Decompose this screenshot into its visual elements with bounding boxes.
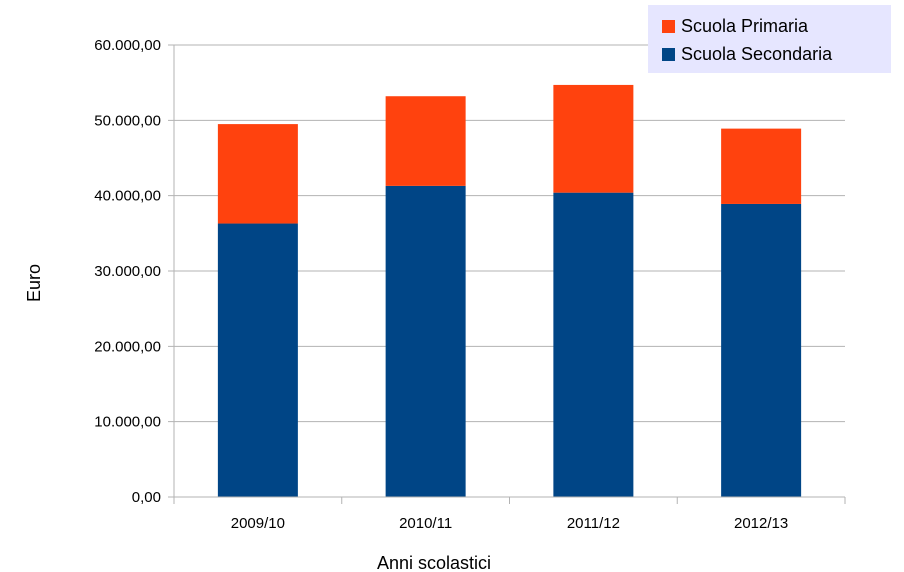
x-tick-label: 2009/10: [231, 515, 285, 532]
legend-item-secondaria: Scuola Secondaria: [662, 42, 832, 66]
x-axis-title: Anni scolastici: [377, 553, 491, 572]
y-axis-title: Euro: [24, 264, 44, 302]
x-tick-label: 2011/12: [567, 515, 620, 532]
bars: [217, 84, 802, 498]
x-tick-label: 2012/13: [734, 515, 788, 532]
y-tick-label: 30.000,00: [94, 263, 161, 280]
bar-primaria-3: [553, 84, 634, 193]
legend-label-primaria: Scuola Primaria: [681, 15, 809, 36]
bar-primaria-2: [385, 96, 466, 186]
legend-label-secondaria: Scuola Secondaria: [681, 43, 833, 64]
y-tick-label: 50.000,00: [94, 112, 161, 129]
legend-swatch-secondaria: [662, 47, 675, 61]
x-tick-label: 2010/11: [399, 515, 452, 532]
legend: Scuola Primaria Scuola Secondaria: [648, 5, 891, 73]
y-tick-label: 20.000,00: [94, 338, 161, 355]
legend-item-primaria: Scuola Primaria: [662, 14, 808, 38]
bar-primaria-4: [721, 128, 802, 204]
x-tick-labels: 2009/10 2010/11 2011/12 2012/13: [231, 515, 788, 532]
legend-swatch-primaria: [662, 19, 675, 33]
bar-secondaria-4: [721, 203, 802, 497]
bar-primaria-1: [217, 124, 298, 224]
bar-secondaria-3: [553, 192, 634, 498]
axes: [173, 45, 846, 504]
y-tick-label: 60.000,00: [94, 37, 161, 54]
y-tick-label: 0,00: [132, 489, 161, 506]
bar-secondaria-2: [385, 185, 466, 497]
y-tick-label: 10.000,00: [94, 414, 161, 431]
y-tick-labels: 0,00 10.000,00 20.000,00 30.000,00 40.000,00…: [94, 37, 161, 506]
bar-secondaria-1: [217, 223, 298, 498]
y-tick-label: 40.000,00: [94, 188, 161, 205]
